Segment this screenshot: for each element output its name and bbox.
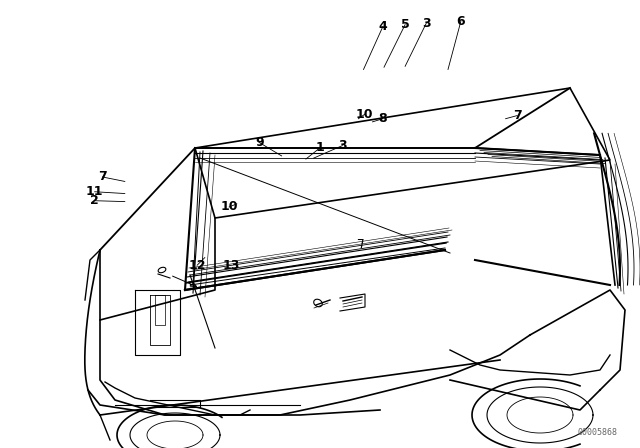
Text: 2: 2 <box>90 194 99 207</box>
Text: 3: 3 <box>422 17 431 30</box>
Text: 7: 7 <box>513 109 522 122</box>
Text: 10: 10 <box>356 108 374 121</box>
Text: 4: 4 <box>378 20 387 34</box>
Text: 9: 9 <box>255 136 264 149</box>
Text: 6: 6 <box>456 15 465 28</box>
Text: 13: 13 <box>223 258 241 272</box>
Text: 5: 5 <box>401 18 410 31</box>
Text: 11: 11 <box>86 185 104 198</box>
Text: 10: 10 <box>220 200 238 214</box>
Text: 3: 3 <box>338 139 347 152</box>
Text: L: L <box>356 233 364 246</box>
Text: 12: 12 <box>188 258 206 272</box>
Text: 00005868: 00005868 <box>578 427 618 436</box>
Text: 7: 7 <box>98 170 107 184</box>
Text: 1: 1 <box>316 141 324 155</box>
Text: 8: 8 <box>378 112 387 125</box>
